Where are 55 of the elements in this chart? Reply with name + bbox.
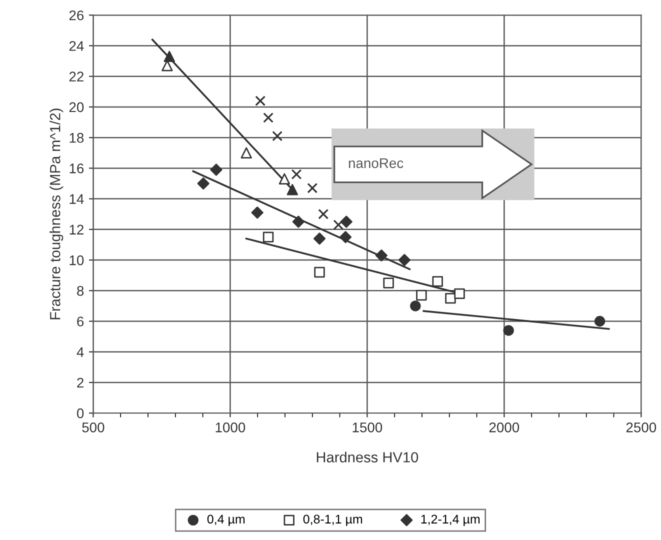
point bbox=[286, 184, 298, 196]
point bbox=[410, 300, 421, 312]
point bbox=[313, 232, 326, 245]
y-tick-label: 18 bbox=[70, 132, 84, 143]
y-tick-label: 22 bbox=[69, 72, 84, 82]
y-tick-label: 26 bbox=[69, 10, 84, 20]
point bbox=[375, 249, 388, 262]
point bbox=[164, 50, 175, 62]
y-tick-label: 12 bbox=[70, 224, 84, 234]
y-tick-label: 14 bbox=[70, 194, 84, 204]
y-tick-label: 16 bbox=[70, 164, 84, 174]
point bbox=[318, 208, 329, 220]
point bbox=[278, 173, 290, 185]
point bbox=[333, 220, 344, 230]
point bbox=[262, 232, 274, 242]
point bbox=[210, 164, 222, 176]
point bbox=[314, 266, 325, 278]
x-axis-title: Hardness HV10 bbox=[316, 452, 418, 462]
legend-label: 0,4 µm bbox=[207, 514, 245, 526]
point bbox=[251, 206, 264, 219]
point bbox=[416, 290, 427, 301]
x-tick-label: 1000 bbox=[216, 422, 246, 432]
y-tick-label: 24 bbox=[69, 41, 84, 51]
point bbox=[291, 169, 302, 180]
legend-label: 1,2-1,4 µm bbox=[421, 514, 480, 526]
point bbox=[240, 147, 252, 158]
y-tick-label: 6 bbox=[77, 316, 84, 326]
x-tick-label: 2500 bbox=[626, 422, 656, 432]
x-tick-label: 500 bbox=[82, 422, 104, 432]
point bbox=[454, 288, 465, 300]
y-tick-label: 4 bbox=[76, 347, 84, 357]
point bbox=[594, 316, 606, 327]
y-tick-label: 8 bbox=[77, 286, 84, 296]
y-axis-title: Fracture toughness (MPa m^1/2) bbox=[50, 108, 64, 320]
annotation: nanoRec bbox=[348, 158, 404, 168]
x-tick-label: 2000 bbox=[489, 422, 520, 432]
y-tick-label: 2 bbox=[77, 378, 84, 388]
y-tick-label: 20 bbox=[69, 102, 84, 112]
point bbox=[383, 278, 394, 288]
point bbox=[292, 216, 304, 228]
point bbox=[398, 254, 411, 266]
point bbox=[503, 325, 514, 336]
y-tick-label: 0 bbox=[76, 408, 84, 418]
point bbox=[255, 96, 266, 106]
legend-label: 0,8-1,1 µm bbox=[303, 514, 362, 526]
point bbox=[432, 276, 443, 287]
point bbox=[307, 182, 318, 194]
point bbox=[272, 130, 283, 142]
point bbox=[340, 216, 352, 228]
point bbox=[197, 177, 210, 190]
point bbox=[263, 112, 274, 123]
point bbox=[339, 230, 352, 244]
point bbox=[445, 292, 456, 304]
x-tick-label: 1500 bbox=[352, 422, 382, 432]
y-tick-label: 10 bbox=[70, 255, 84, 266]
